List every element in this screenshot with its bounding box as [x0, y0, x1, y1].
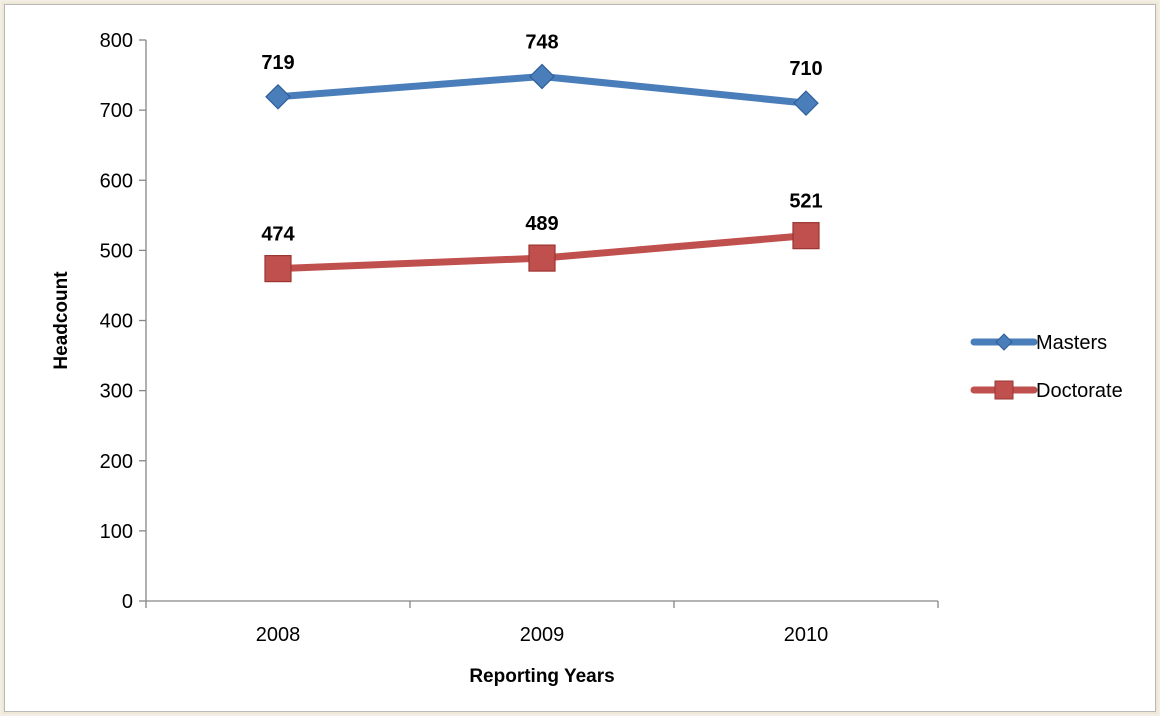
legend-marker-masters [995, 333, 1013, 351]
y-tick-label: 300 [100, 381, 133, 403]
y-tick-label: 700 [100, 100, 133, 122]
data-label-masters: 710 [789, 58, 822, 80]
legend-label-doctorate: Doctorate [1036, 380, 1123, 402]
data-point-doctorate [264, 255, 292, 283]
data-point-masters [265, 83, 291, 110]
y-tick-label: 600 [100, 170, 133, 192]
y-tick-label: 400 [100, 311, 133, 333]
data-label-doctorate: 474 [261, 224, 295, 246]
x-axis-title: Reporting Years [469, 666, 614, 687]
y-tick-label: 0 [122, 591, 133, 613]
chart-frame [4, 4, 1156, 712]
y-tick-label: 800 [100, 30, 133, 52]
data-point-masters [529, 63, 555, 90]
x-tick-label: 2010 [784, 624, 829, 646]
y-tick-label: 200 [100, 451, 133, 473]
data-point-masters [793, 90, 819, 116]
legend: Masters Doctorate [970, 332, 1123, 402]
data-label-masters: 719 [261, 52, 294, 74]
x-tick-label: 2008 [256, 624, 301, 646]
y-tick-label: 100 [100, 521, 133, 543]
y-tick-label: 500 [100, 240, 133, 262]
x-tick-label: 2009 [520, 624, 565, 646]
data-labels: 719 748 710 474 489 521 [261, 31, 822, 245]
y-axis-title: Headcount [51, 271, 72, 370]
legend-marker-doctorate [994, 380, 1014, 400]
data-label-doctorate: 521 [789, 191, 822, 213]
legend-label-masters: Masters [1036, 332, 1107, 354]
data-label-masters: 748 [525, 31, 558, 53]
series-layer [264, 63, 820, 283]
data-point-doctorate [792, 222, 820, 250]
data-label-doctorate: 489 [525, 213, 558, 235]
data-point-doctorate [528, 244, 556, 272]
axes: 0 100 200 300 400 500 600 700 800 2008 2009 2010 [100, 30, 939, 646]
